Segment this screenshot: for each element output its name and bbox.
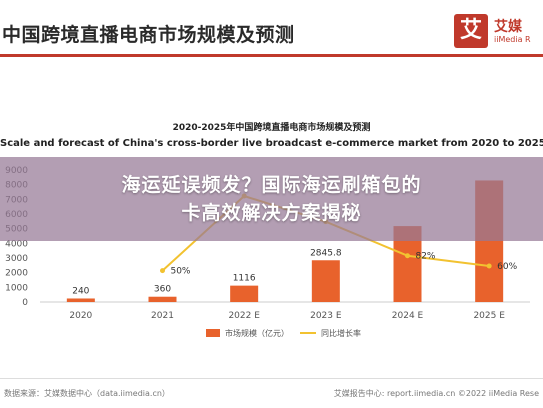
y-tick-label: 4000 [5, 239, 28, 249]
growth-rate-label: 60% [497, 262, 517, 272]
growth-rate-label: 82% [415, 252, 435, 262]
page-title: 中国跨境直播电商市场规模及预测 [2, 24, 295, 46]
data-source-note: 数据来源：艾媒数据中心（data.iimedia.cn） [4, 389, 170, 398]
chart-title: 2020-2025年中国跨境直播电商市场规模及预测 [172, 123, 371, 133]
logo-name-cn: 艾媒 [494, 19, 522, 35]
bar [230, 285, 259, 302]
logo-name-en: iiMedia R [494, 35, 531, 44]
growth-rate-point [486, 263, 492, 269]
x-tick-label: 2021 [151, 311, 174, 321]
y-tick-label: 3000 [5, 254, 28, 264]
bar-value-label: 360 [154, 285, 171, 295]
y-tick-label: 1000 [5, 283, 28, 293]
x-tick-label: 2024 E [392, 311, 424, 321]
bar [66, 298, 95, 302]
legend-label-line: 同比增长率 [321, 328, 361, 338]
copyright-note: 艾媒报告中心: report.iimedia.cn ©2022 iiMedia … [333, 389, 539, 398]
x-tick-label: 2022 E [228, 311, 260, 321]
brand-logo: 艾 艾媒 iiMedia R [454, 14, 540, 50]
bar-value-label: 2845.8 [310, 248, 342, 258]
headline-line-2: 卡高效解决方案揭秘 [181, 202, 362, 224]
bar [311, 260, 340, 302]
growth-rate-point [405, 253, 410, 259]
y-tick-label: 0 [22, 298, 28, 308]
headline-text: 海运延误频发？国际海运刷箱包的 卡高效解决方案揭秘 [0, 171, 543, 227]
bar [148, 296, 177, 302]
headline-line-1: 海运延误频发？国际海运刷箱包的 [121, 174, 422, 196]
headline-banner: 海运延误频发？国际海运刷箱包的 卡高效解决方案揭秘 [0, 157, 543, 241]
bar-value-label: 1116 [233, 274, 256, 284]
title-divider [0, 54, 543, 57]
x-tick-label: 2020 [69, 311, 92, 321]
logo-mark-icon: 艾 [454, 14, 488, 48]
legend-label-bars: 市场规模（亿元） [225, 328, 289, 338]
growth-rate-label: 50% [170, 267, 190, 277]
y-tick-label: 2000 [5, 269, 28, 279]
legend-swatch-bars [206, 329, 220, 337]
footer-divider [0, 378, 543, 379]
x-tick-label: 2023 E [310, 311, 342, 321]
bar-value-label: 240 [72, 286, 89, 296]
x-tick-label: 2025 E [473, 311, 505, 321]
chart-subtitle: Scale and forecast of China's cross-bord… [0, 138, 543, 149]
growth-rate-point [160, 268, 165, 274]
